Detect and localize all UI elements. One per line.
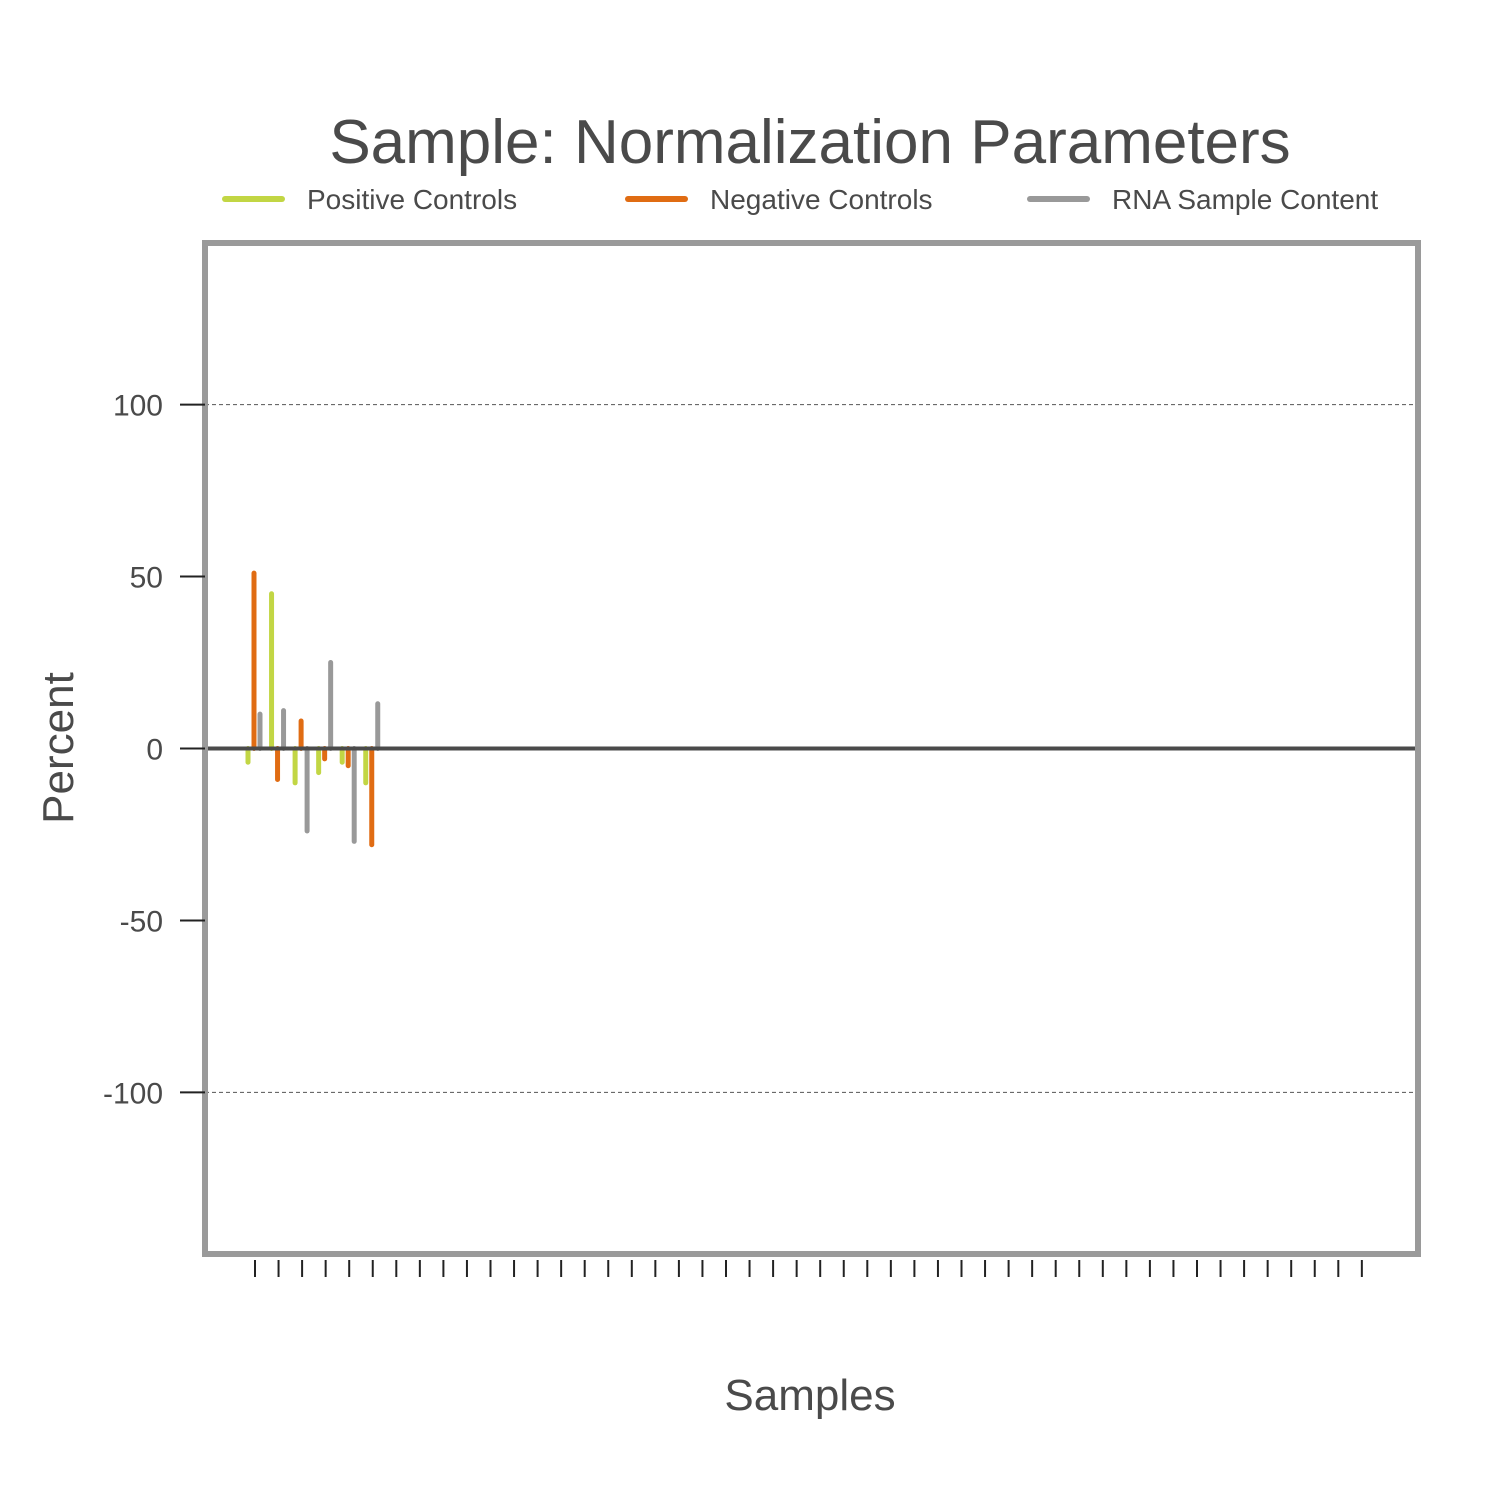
legend-label: Positive Controls [307,184,517,215]
y-tick-label: -100 [103,1077,163,1110]
plot-area [202,240,1421,1257]
y-axis: 100 50 0 -50 -100 [103,390,205,1110]
chart-title: Sample: Normalization Parameters [329,108,1290,177]
y-tick-label: 100 [113,390,163,423]
legend: Positive Controls Negative Controls RNA Sa… [222,184,1378,215]
legend-label: RNA Sample Content [1112,184,1378,215]
x-axis-title: Samples [724,1371,895,1420]
legend-label: Negative Controls [710,184,933,215]
gridlines [205,404,1418,1093]
y-tick-label: 0 [146,734,163,767]
x-axis [254,1260,1363,1277]
y-tick-label: -50 [120,905,163,938]
bars [245,570,381,848]
y-tick-label: 50 [130,562,163,595]
y-axis-title: Percent [34,672,83,824]
